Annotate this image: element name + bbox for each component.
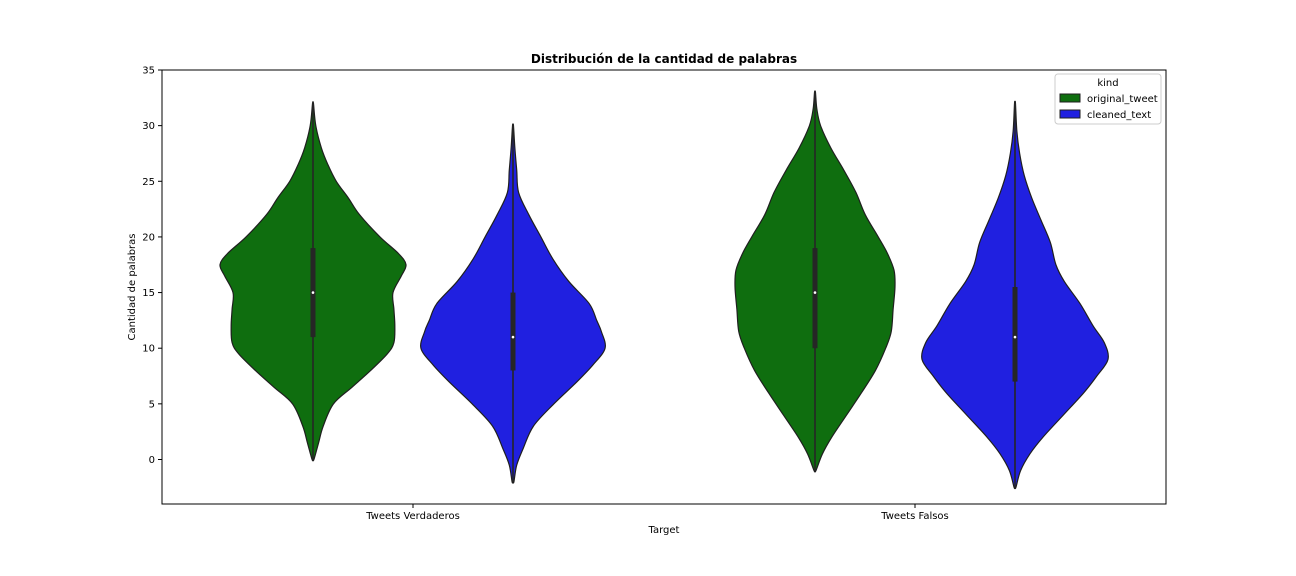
y-tick-label: 15 bbox=[142, 288, 155, 299]
x-axis-label: Target bbox=[648, 525, 680, 536]
iqr-box-original_tweet-1 bbox=[812, 248, 818, 349]
legend-swatch-original_tweet bbox=[1059, 93, 1081, 103]
y-tick-label: 0 bbox=[149, 455, 155, 466]
median-dot-cleaned_text-0 bbox=[511, 335, 515, 339]
legend-label-cleaned_text: cleaned_text bbox=[1087, 110, 1151, 121]
legend-label-original_tweet: original_tweet bbox=[1087, 94, 1158, 105]
x-axis: Tweets Verdaderos Tweets Falsos bbox=[365, 504, 949, 522]
y-axis-label: Cantidad de palabras bbox=[127, 233, 138, 340]
y-tick-label: 10 bbox=[142, 344, 155, 355]
y-tick-label: 35 bbox=[142, 66, 155, 77]
y-tick-label: 20 bbox=[142, 232, 155, 243]
plot-frame bbox=[161, 69, 1167, 505]
y-tick-label: 25 bbox=[142, 177, 155, 188]
y-axis: 0 5 10 15 20 25 30 35 bbox=[142, 66, 162, 466]
iqr-box-cleaned_text-1 bbox=[1012, 287, 1018, 382]
y-tick-label: 5 bbox=[149, 399, 155, 410]
x-tick-label: Tweets Falsos bbox=[880, 511, 949, 522]
legend-swatch-cleaned_text bbox=[1059, 109, 1081, 119]
legend-box bbox=[1054, 73, 1162, 125]
median-dot-original_tweet-0 bbox=[311, 291, 315, 294]
median-dot-cleaned_text-1 bbox=[1013, 335, 1017, 339]
iqr-box-cleaned_text-0 bbox=[510, 292, 516, 371]
chart-title: Distribución de la cantidad de palabras bbox=[531, 52, 797, 66]
legend-title: kind bbox=[1097, 78, 1118, 89]
y-tick-label: 30 bbox=[142, 121, 155, 132]
median-dot-original_tweet-1 bbox=[813, 291, 817, 294]
legend: kind original_tweet cleaned_text bbox=[1054, 73, 1162, 125]
plot-area bbox=[219, 90, 1109, 490]
x-tick-label: Tweets Verdaderos bbox=[365, 511, 460, 522]
